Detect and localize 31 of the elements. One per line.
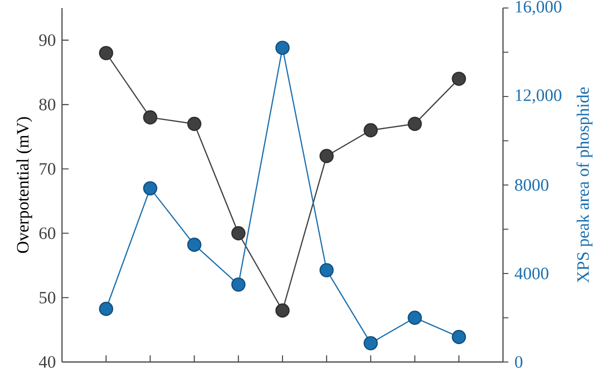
point [187,116,202,131]
y-tick-label: 40 [38,356,56,368]
point [275,40,290,55]
point [143,110,158,125]
point [231,226,246,240]
point [187,238,202,252]
point [275,303,290,318]
point [99,46,114,60]
y-tick-label: 80 [39,98,56,110]
point [364,336,378,350]
point [452,72,466,86]
y2-tick-label: 8000 [515,179,548,191]
point [99,302,114,316]
point [408,310,422,325]
y-tick-label: 50 [40,292,56,304]
y2-tick-label: 16,000 [516,0,562,16]
y-tick-label: 90 [39,34,56,46]
y-tick-label: 60 [39,227,56,240]
y-axis-title: Overpotential (mV) [16,117,32,253]
point [452,330,466,344]
point [320,148,334,164]
y2-tick-label: 12,000 [516,89,562,104]
y2-tick-label: 0 [515,356,522,368]
point [231,277,246,292]
point [143,181,158,196]
y2-tick-label: 4000 [514,268,548,280]
point [320,263,334,278]
y-tick-label: 70 [40,163,56,175]
point [364,123,378,138]
point [408,116,422,131]
y2-axis-title: XPS peak area of phosphide [576,87,592,283]
